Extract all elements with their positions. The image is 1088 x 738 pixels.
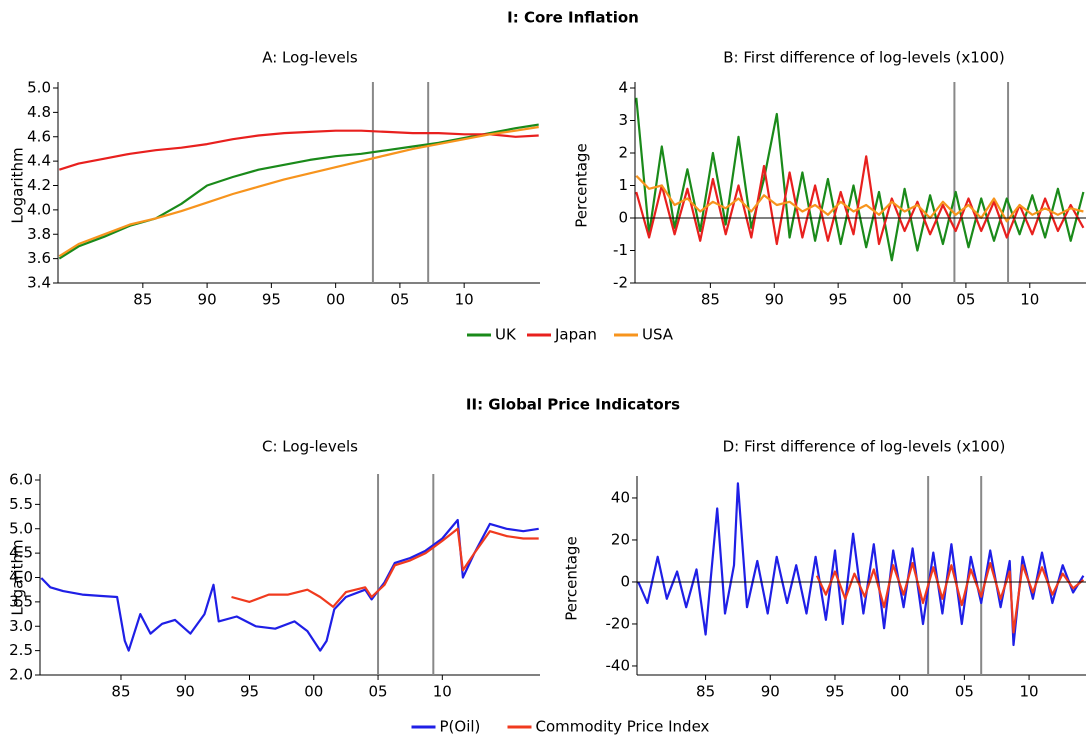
x-tick-label: 05 [955, 683, 974, 701]
x-tick-label: 10 [455, 291, 474, 309]
legend-label: P(Oil) [440, 718, 481, 736]
data-line [635, 155, 1085, 246]
legend-label: Japan [554, 326, 597, 344]
x-tick-label: 95 [825, 683, 844, 701]
y-tick-label: 4.0 [27, 200, 51, 218]
y-tick-label: 3.8 [27, 225, 51, 243]
x-tick-label: 95 [240, 683, 259, 701]
x-tick-label: 90 [176, 683, 195, 701]
y-axis-title: Logarithm [9, 147, 27, 223]
y-tick-label: 6.0 [9, 471, 33, 489]
legend-label: USA [642, 326, 674, 344]
y-tick-label: 0 [618, 209, 628, 227]
y-tick-label: -2 [613, 274, 628, 292]
x-tick-label: 10 [433, 683, 452, 701]
y-tick-label: 4.8 [27, 103, 51, 121]
x-tick-label: 00 [892, 291, 911, 309]
x-tick-label: 05 [368, 683, 387, 701]
y-tick-label: 1 [618, 176, 628, 194]
y-tick-label: 3.5 [9, 592, 33, 610]
x-tick-label: 85 [701, 291, 720, 309]
y-tick-label: 20 [611, 530, 630, 548]
x-tick-label: 00 [304, 683, 323, 701]
y-tick-label: 4.0 [9, 568, 33, 586]
x-tick-label: 95 [262, 291, 281, 309]
y-tick-label: 4.5 [9, 544, 33, 562]
data-line [635, 175, 1084, 223]
data-line [40, 518, 539, 652]
x-tick-label: 85 [696, 683, 715, 701]
x-tick-label: 90 [765, 291, 784, 309]
y-tick-label: 4.6 [27, 127, 51, 145]
y-tick-label: 3 [618, 111, 628, 129]
y-tick-label: -40 [606, 656, 631, 674]
y-tick-label: 3.0 [9, 617, 33, 635]
section-title: I: Core Inflation [507, 9, 639, 27]
y-tick-label: 2.0 [9, 666, 33, 684]
y-tick-label: 2.5 [9, 641, 33, 659]
x-tick-label: 90 [761, 683, 780, 701]
y-tick-label: 5.0 [27, 79, 51, 97]
data-line [58, 129, 539, 171]
data-line [231, 527, 539, 608]
y-axis-title: Percentage [573, 143, 591, 227]
legend-label: Commodity Price Index [536, 718, 710, 736]
data-line [637, 482, 1085, 647]
y-tick-label: 4.4 [27, 152, 51, 170]
y-tick-label: 40 [611, 488, 630, 506]
y-tick-label: 5.5 [9, 495, 33, 513]
panel-title: A: Log-levels [262, 49, 358, 67]
y-tick-label: 2 [618, 144, 628, 162]
x-tick-label: 90 [198, 291, 217, 309]
y-axis-title: Logarithm [9, 539, 27, 615]
x-tick-label: 00 [326, 291, 345, 309]
y-tick-label: 5.0 [9, 519, 33, 537]
x-tick-label: 05 [956, 291, 975, 309]
data-line [58, 123, 539, 260]
y-tick-label: 4 [618, 79, 628, 97]
data-line [635, 97, 1085, 262]
legend-label: UK [495, 326, 517, 344]
x-tick-label: 85 [111, 683, 130, 701]
data-line [58, 125, 539, 258]
y-tick-label: 4.2 [27, 176, 51, 194]
panel-title: C: Log-levels [262, 438, 358, 456]
x-tick-label: 95 [829, 291, 848, 309]
x-tick-label: 10 [1020, 291, 1039, 309]
x-tick-label: 85 [133, 291, 152, 309]
x-tick-label: 05 [390, 291, 409, 309]
section-title: II: Global Price Indicators [466, 396, 680, 414]
y-axis-title: Percentage [563, 536, 581, 620]
data-line [815, 562, 1085, 634]
panel-title: D: First difference of log-levels (x100) [723, 438, 1006, 456]
y-tick-label: -1 [613, 241, 628, 259]
y-tick-label: -20 [606, 614, 631, 632]
y-tick-label: 3.6 [27, 249, 51, 267]
x-tick-label: 10 [1020, 683, 1039, 701]
y-tick-label: 3.4 [27, 274, 51, 292]
y-tick-label: 0 [620, 572, 630, 590]
x-tick-label: 00 [890, 683, 909, 701]
panel-title: B: First difference of log-levels (x100) [723, 49, 1004, 67]
